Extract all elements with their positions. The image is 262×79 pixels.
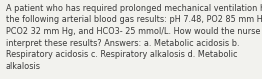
- Text: interpret these results? Answers: a. Metabolic acidosis b.: interpret these results? Answers: a. Met…: [6, 39, 239, 48]
- Text: PCO2 32 mm Hg, and HCO3- 25 mmol/L. How would the nurse: PCO2 32 mm Hg, and HCO3- 25 mmol/L. How …: [6, 27, 260, 36]
- Text: Respiratory acidosis c. Respiratory alkalosis d. Metabolic: Respiratory acidosis c. Respiratory alka…: [6, 50, 237, 59]
- Text: the following arterial blood gas results: pH 7.48, PO2 85 mm Hg,: the following arterial blood gas results…: [6, 15, 262, 24]
- Text: A patient who has required prolonged mechanical ventilation has: A patient who has required prolonged mec…: [6, 4, 262, 13]
- Text: alkalosis: alkalosis: [6, 62, 41, 71]
